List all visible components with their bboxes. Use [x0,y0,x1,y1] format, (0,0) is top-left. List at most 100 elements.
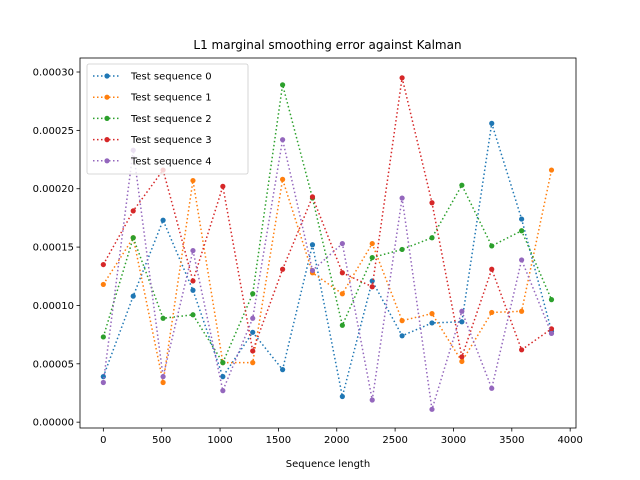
data-point [519,216,525,222]
legend-item: Test sequence 3 [93,135,212,146]
data-point [429,200,435,206]
data-point [100,374,106,380]
data-point [519,228,525,234]
data-point [489,385,495,391]
x-tick-label: 2000 [324,435,349,446]
y-tick-label: 0.00030 [33,68,74,79]
y-tick-label: 0.00015 [33,243,74,254]
x-axis: 0 500 1000 1500 2000 2500 3000 3500 4000 [100,428,583,446]
series-4 [100,137,555,412]
data-point [160,374,166,380]
data-point [250,348,256,354]
legend-marker [104,94,110,100]
data-point [250,315,256,321]
data-point [459,182,465,188]
data-point [309,267,316,274]
x-tick-label: 3500 [499,435,524,446]
data-point [459,308,465,314]
data-point [190,177,196,184]
series-1 [100,167,555,386]
data-point [130,235,136,241]
data-point [399,195,405,201]
data-point [130,208,136,214]
data-point [280,176,286,182]
legend-label: Test sequence 0 [130,72,212,83]
legend-marker [104,115,110,121]
y-axis: 0.00000 0.00005 0.00010 0.00015 0.00020 0.000… [33,68,80,429]
y-tick-label: 0.00005 [33,359,74,370]
data-point [280,367,286,373]
data-point [489,266,495,272]
legend-marker [104,73,110,79]
data-point [220,374,226,380]
legend: Test sequence 0 Test sequence 1 Test seque… [86,63,249,175]
data-point [100,261,106,268]
data-point [459,354,465,360]
data-point [190,312,196,318]
x-tick-label: 3000 [441,435,466,446]
series-0 [100,120,555,400]
series-line [102,139,553,410]
data-point [459,319,465,325]
data-point [459,358,465,365]
data-point [489,309,495,316]
series-line [102,77,552,360]
data-point [429,320,435,326]
data-point [399,75,405,81]
data-point [190,247,196,254]
data-point [489,120,495,126]
data-point [399,246,405,253]
data-point [160,379,166,386]
data-point [339,393,345,400]
data-point [250,360,256,366]
legend-item: Test sequence 0 [93,72,212,83]
data-point [280,266,286,272]
data-point [100,379,106,386]
data-point [220,360,226,366]
series-3 [100,75,555,360]
x-tick-label: 0 [100,435,106,446]
chart-title: L1 marginal smoothing error against Kalm… [193,38,461,52]
legend-item: Test sequence 2 [93,114,212,125]
x-tick-label: 4000 [557,435,582,446]
legend-label: Test sequence 1 [130,93,212,104]
data-point [309,242,316,248]
data-point [220,183,226,189]
legend-marker [104,158,110,164]
data-point [250,329,256,335]
plot-frame [79,57,577,429]
data-point [519,257,525,263]
data-point [100,334,106,340]
data-point [369,284,375,290]
x-tick-label: 2500 [382,435,407,446]
data-point [160,315,166,321]
data-point [519,308,525,314]
data-point [100,281,106,288]
data-point [399,318,405,324]
data-point [369,254,375,261]
data-point [250,291,256,297]
legend-label: Test sequence 4 [130,156,212,167]
data-point [339,270,345,276]
data-point [369,397,375,403]
data-point [548,326,555,332]
y-tick-label: 0.00025 [33,126,74,137]
y-tick-label: 0.00000 [33,418,74,429]
data-point [309,194,316,200]
x-tick-label: 1500 [266,435,291,446]
data-point [399,333,405,339]
x-tick-label: 500 [152,435,171,446]
data-point [429,311,435,317]
y-tick-label: 0.00020 [33,184,74,195]
data-point [190,278,196,284]
legend-label: Test sequence 2 [130,114,212,125]
data-point [429,406,435,412]
data-point [369,240,375,247]
data-point [519,347,525,353]
data-point [220,388,226,394]
data-point [280,137,286,143]
data-point [130,293,136,299]
x-axis-label: Sequence length [286,459,370,470]
data-point [339,291,345,297]
